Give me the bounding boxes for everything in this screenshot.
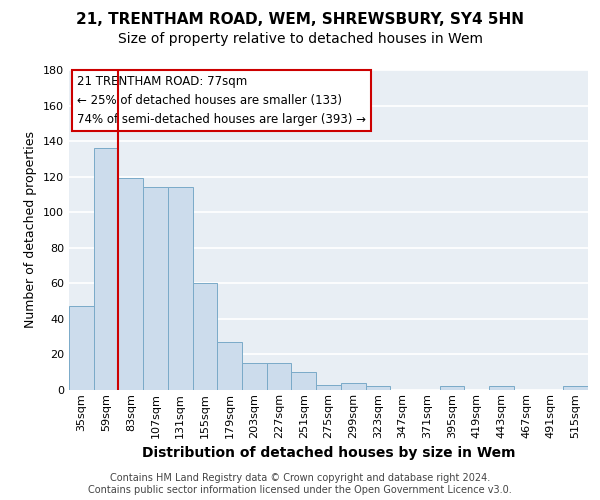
Bar: [292, 372, 316, 390]
Bar: [242, 364, 267, 390]
Text: Size of property relative to detached houses in Wem: Size of property relative to detached ho…: [118, 32, 482, 46]
Text: 21, TRENTHAM ROAD, WEM, SHREWSBURY, SY4 5HN: 21, TRENTHAM ROAD, WEM, SHREWSBURY, SY4 …: [76, 12, 524, 28]
Text: 21 TRENTHAM ROAD: 77sqm
← 25% of detached houses are smaller (133)
74% of semi-d: 21 TRENTHAM ROAD: 77sqm ← 25% of detache…: [77, 75, 366, 126]
Bar: [217, 342, 242, 390]
Bar: [440, 386, 464, 390]
Y-axis label: Number of detached properties: Number of detached properties: [25, 132, 37, 328]
Bar: [267, 364, 292, 390]
Text: Contains HM Land Registry data © Crown copyright and database right 2024.
Contai: Contains HM Land Registry data © Crown c…: [88, 474, 512, 495]
Bar: [143, 188, 168, 390]
X-axis label: Distribution of detached houses by size in Wem: Distribution of detached houses by size …: [142, 446, 515, 460]
Bar: [168, 188, 193, 390]
Bar: [365, 386, 390, 390]
Bar: [316, 384, 341, 390]
Bar: [341, 383, 365, 390]
Bar: [69, 306, 94, 390]
Bar: [193, 284, 217, 390]
Bar: [489, 386, 514, 390]
Bar: [563, 386, 588, 390]
Bar: [94, 148, 118, 390]
Bar: [118, 178, 143, 390]
